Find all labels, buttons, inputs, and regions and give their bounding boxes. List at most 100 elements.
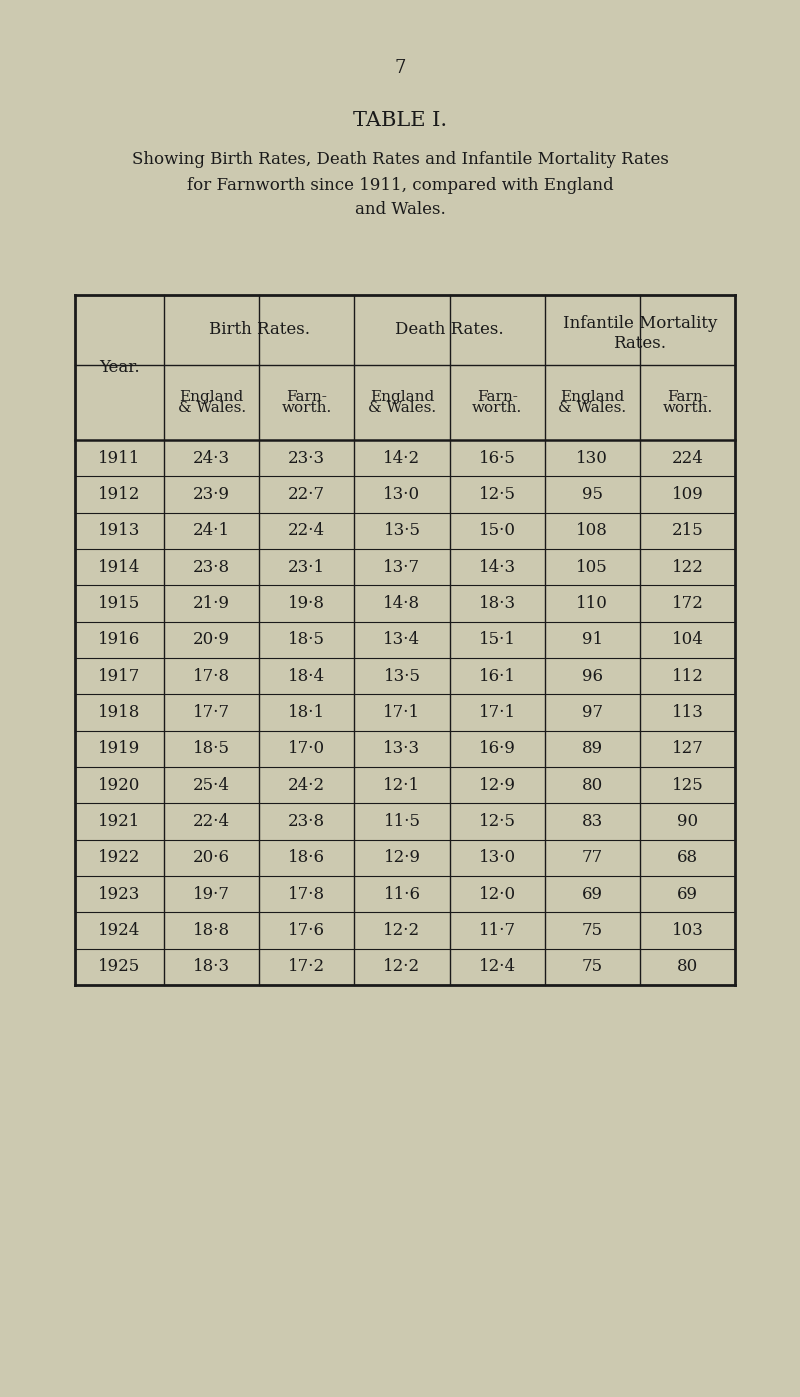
Text: 1915: 1915 bbox=[98, 595, 141, 612]
Text: 1920: 1920 bbox=[98, 777, 141, 793]
Text: 17·0: 17·0 bbox=[288, 740, 326, 757]
Text: 1917: 1917 bbox=[98, 668, 141, 685]
Text: worth.: worth. bbox=[472, 401, 522, 415]
Text: 11·6: 11·6 bbox=[383, 886, 421, 902]
Text: 24·2: 24·2 bbox=[288, 777, 326, 793]
Text: 110: 110 bbox=[576, 595, 608, 612]
Text: England: England bbox=[560, 390, 624, 404]
Text: 1923: 1923 bbox=[98, 886, 141, 902]
Text: 12·5: 12·5 bbox=[478, 486, 516, 503]
Text: 17·8: 17·8 bbox=[193, 668, 230, 685]
Text: for Farnworth since 1911, compared with England: for Farnworth since 1911, compared with … bbox=[186, 176, 614, 194]
Text: 18·5: 18·5 bbox=[193, 740, 230, 757]
Text: 17·1: 17·1 bbox=[478, 704, 516, 721]
Text: 12·2: 12·2 bbox=[383, 958, 421, 975]
Text: 18·6: 18·6 bbox=[288, 849, 326, 866]
Text: 22·7: 22·7 bbox=[288, 486, 326, 503]
Text: 11·7: 11·7 bbox=[478, 922, 516, 939]
Text: 1916: 1916 bbox=[98, 631, 141, 648]
Text: 13·5: 13·5 bbox=[383, 522, 421, 539]
Text: & Wales.: & Wales. bbox=[178, 401, 246, 415]
Text: 12·9: 12·9 bbox=[383, 849, 421, 866]
Text: 17·6: 17·6 bbox=[288, 922, 326, 939]
Text: 1918: 1918 bbox=[98, 704, 141, 721]
Text: worth.: worth. bbox=[282, 401, 332, 415]
Text: 20·6: 20·6 bbox=[193, 849, 230, 866]
Text: 95: 95 bbox=[582, 486, 602, 503]
Text: 1919: 1919 bbox=[98, 740, 141, 757]
Text: 103: 103 bbox=[671, 922, 703, 939]
Text: Death Rates.: Death Rates. bbox=[395, 321, 504, 338]
Text: 12·5: 12·5 bbox=[478, 813, 516, 830]
Text: 23·8: 23·8 bbox=[288, 813, 326, 830]
Text: 113: 113 bbox=[671, 704, 703, 721]
Text: 13·3: 13·3 bbox=[383, 740, 421, 757]
Text: 109: 109 bbox=[671, 486, 703, 503]
Text: 16·5: 16·5 bbox=[478, 450, 515, 467]
Text: 13·4: 13·4 bbox=[383, 631, 421, 648]
Text: 13·7: 13·7 bbox=[383, 559, 421, 576]
Text: 23·3: 23·3 bbox=[288, 450, 326, 467]
Text: 18·8: 18·8 bbox=[193, 922, 230, 939]
Text: 17·1: 17·1 bbox=[383, 704, 421, 721]
Text: 83: 83 bbox=[582, 813, 603, 830]
Text: Farn-: Farn- bbox=[667, 390, 708, 404]
Text: 15·1: 15·1 bbox=[478, 631, 516, 648]
Text: 18·3: 18·3 bbox=[193, 958, 230, 975]
Text: Rates.: Rates. bbox=[614, 335, 666, 352]
Text: 24·3: 24·3 bbox=[193, 450, 230, 467]
Text: 11·5: 11·5 bbox=[383, 813, 421, 830]
Text: 130: 130 bbox=[576, 450, 608, 467]
Text: 23·1: 23·1 bbox=[288, 559, 326, 576]
Text: 96: 96 bbox=[582, 668, 602, 685]
Text: 13·0: 13·0 bbox=[478, 849, 516, 866]
Text: 23·9: 23·9 bbox=[193, 486, 230, 503]
Text: 22·4: 22·4 bbox=[193, 813, 230, 830]
Text: 23·8: 23·8 bbox=[193, 559, 230, 576]
Text: 24·1: 24·1 bbox=[193, 522, 230, 539]
Text: 18·5: 18·5 bbox=[288, 631, 326, 648]
Text: 19·7: 19·7 bbox=[193, 886, 230, 902]
Text: 172: 172 bbox=[671, 595, 703, 612]
Text: 77: 77 bbox=[582, 849, 603, 866]
Text: 122: 122 bbox=[671, 559, 703, 576]
Text: 1921: 1921 bbox=[98, 813, 141, 830]
Text: 75: 75 bbox=[582, 958, 603, 975]
Text: 68: 68 bbox=[677, 849, 698, 866]
Text: 12·1: 12·1 bbox=[383, 777, 421, 793]
Text: Showing Birth Rates, Death Rates and Infantile Mortality Rates: Showing Birth Rates, Death Rates and Inf… bbox=[131, 151, 669, 169]
Text: 18·3: 18·3 bbox=[478, 595, 516, 612]
Text: 17·7: 17·7 bbox=[193, 704, 230, 721]
Text: 20·9: 20·9 bbox=[193, 631, 230, 648]
Text: 224: 224 bbox=[671, 450, 703, 467]
Text: 1913: 1913 bbox=[98, 522, 141, 539]
Text: 16·1: 16·1 bbox=[478, 668, 516, 685]
Text: Farn-: Farn- bbox=[477, 390, 518, 404]
Text: 69: 69 bbox=[677, 886, 698, 902]
Text: 127: 127 bbox=[671, 740, 703, 757]
Text: 13·5: 13·5 bbox=[383, 668, 421, 685]
Text: 14·2: 14·2 bbox=[383, 450, 421, 467]
Text: 12·0: 12·0 bbox=[478, 886, 516, 902]
Text: 17·8: 17·8 bbox=[288, 886, 326, 902]
Text: 108: 108 bbox=[576, 522, 608, 539]
Text: 97: 97 bbox=[582, 704, 603, 721]
Text: TABLE I.: TABLE I. bbox=[353, 110, 447, 130]
Text: Infantile Mortality: Infantile Mortality bbox=[562, 316, 717, 332]
Text: and Wales.: and Wales. bbox=[354, 201, 446, 218]
Text: 12·4: 12·4 bbox=[478, 958, 516, 975]
Text: & Wales.: & Wales. bbox=[368, 401, 436, 415]
Text: 80: 80 bbox=[677, 958, 698, 975]
Text: 112: 112 bbox=[671, 668, 703, 685]
Text: 14·3: 14·3 bbox=[478, 559, 516, 576]
Text: 19·8: 19·8 bbox=[288, 595, 326, 612]
Text: 80: 80 bbox=[582, 777, 603, 793]
Text: 75: 75 bbox=[582, 922, 603, 939]
Text: England: England bbox=[370, 390, 434, 404]
Text: 17·2: 17·2 bbox=[288, 958, 326, 975]
Text: worth.: worth. bbox=[662, 401, 713, 415]
Text: 1924: 1924 bbox=[98, 922, 141, 939]
Text: 215: 215 bbox=[671, 522, 703, 539]
Text: 13·0: 13·0 bbox=[383, 486, 421, 503]
Text: 1912: 1912 bbox=[98, 486, 141, 503]
